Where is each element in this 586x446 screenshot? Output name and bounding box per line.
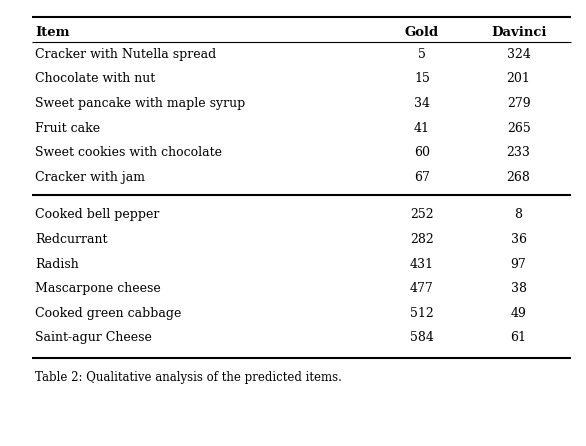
Text: Davinci: Davinci (491, 25, 546, 39)
Text: 201: 201 (507, 72, 530, 86)
Text: Fruit cake: Fruit cake (35, 121, 100, 135)
Text: 584: 584 (410, 331, 434, 344)
Text: 38: 38 (510, 282, 527, 295)
Text: Item: Item (35, 25, 70, 39)
Text: 431: 431 (410, 257, 434, 271)
Text: 279: 279 (507, 97, 530, 110)
Text: 268: 268 (507, 170, 530, 184)
Text: 477: 477 (410, 282, 434, 295)
Text: 512: 512 (410, 306, 434, 320)
Text: Cooked green cabbage: Cooked green cabbage (35, 306, 182, 320)
Text: Chocolate with nut: Chocolate with nut (35, 72, 155, 86)
Text: 61: 61 (510, 331, 527, 344)
Text: Sweet pancake with maple syrup: Sweet pancake with maple syrup (35, 97, 246, 110)
Text: 324: 324 (507, 48, 530, 61)
Text: Cracker with jam: Cracker with jam (35, 170, 145, 184)
Text: 41: 41 (414, 121, 430, 135)
Text: Cooked bell pepper: Cooked bell pepper (35, 208, 159, 222)
Text: Mascarpone cheese: Mascarpone cheese (35, 282, 161, 295)
Text: 36: 36 (510, 233, 527, 246)
Text: 282: 282 (410, 233, 434, 246)
Text: 5: 5 (418, 48, 426, 61)
Text: 8: 8 (515, 208, 523, 222)
Text: Sweet cookies with chocolate: Sweet cookies with chocolate (35, 146, 222, 159)
Text: 34: 34 (414, 97, 430, 110)
Text: 67: 67 (414, 170, 430, 184)
Text: 49: 49 (510, 306, 527, 320)
Text: Gold: Gold (405, 25, 439, 39)
Text: 15: 15 (414, 72, 430, 86)
Text: 97: 97 (511, 257, 526, 271)
Text: Cracker with Nutella spread: Cracker with Nutella spread (35, 48, 216, 61)
Text: Saint-agur Cheese: Saint-agur Cheese (35, 331, 152, 344)
Text: Radish: Radish (35, 257, 79, 271)
Text: 233: 233 (507, 146, 530, 159)
Text: Redcurrant: Redcurrant (35, 233, 108, 246)
Text: Table 2: Qualitative analysis of the predicted items.: Table 2: Qualitative analysis of the pre… (35, 371, 342, 384)
Text: 265: 265 (507, 121, 530, 135)
Text: 252: 252 (410, 208, 434, 222)
Text: 60: 60 (414, 146, 430, 159)
